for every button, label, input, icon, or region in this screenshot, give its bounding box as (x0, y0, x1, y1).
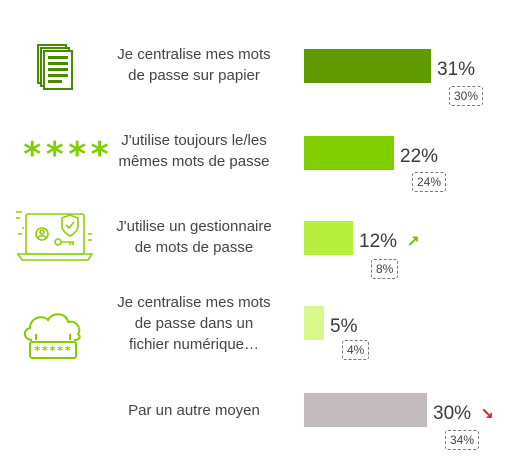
value-text: 22% (400, 146, 439, 167)
category-label: J'utilise toujours le/les mêmes mots de … (96, 130, 292, 172)
password-asterisks-icon: **** (12, 135, 112, 175)
label-line: fichier numérique… (128, 336, 260, 353)
bar (304, 393, 427, 427)
document-stack-icon (12, 42, 94, 96)
previous-value-text: 34% (450, 433, 475, 447)
previous-value-text: 8% (376, 262, 394, 276)
label-line: mêmes mots de passe (118, 153, 270, 170)
bar (304, 136, 394, 170)
previous-value-badge: 34% (445, 430, 480, 450)
value-label: 12% ↗ (359, 231, 420, 254)
label-line: Je centralise mes mots (117, 46, 271, 63)
label-line: Par un autre moyen (128, 402, 260, 419)
value-label: 5% (330, 316, 357, 338)
bar (304, 221, 353, 255)
label-line: J'utilise toujours le/les (121, 132, 267, 149)
label-line: de passe sur papier (128, 67, 260, 84)
category-label: Je centralise mes mots de passe sur papi… (96, 44, 292, 86)
label-line: de passe dans un (134, 315, 254, 332)
trend-up-icon: ↗ (406, 234, 420, 251)
asterisks-text: **** (22, 135, 112, 175)
value-text: 12% (359, 231, 398, 252)
label-line: J'utilise un gestionnaire (116, 218, 272, 235)
laptop-security-icon (12, 204, 94, 270)
bar (304, 49, 431, 83)
value-label: 31% (437, 59, 475, 81)
value-label: 30% ↘ (433, 403, 494, 426)
label-line: Je centralise mes mots (117, 294, 271, 311)
cloud-box-text: ***** (33, 344, 73, 357)
value-text: 5% (330, 316, 358, 337)
previous-value-badge: 4% (342, 340, 370, 360)
cloud-password-icon: ***** (12, 302, 94, 362)
label-line: de mots de passe (134, 239, 254, 256)
value-label: 22% (400, 146, 438, 168)
previous-value-text: 24% (417, 175, 442, 189)
category-label: Par un autre moyen (96, 400, 292, 421)
bar (304, 306, 324, 340)
previous-value-badge: 24% (412, 172, 447, 192)
previous-value-badge: 8% (371, 259, 399, 279)
previous-value-text: 4% (347, 343, 365, 357)
previous-value-badge: 30% (449, 86, 484, 106)
category-label: J'utilise un gestionnaire de mots de pas… (96, 216, 292, 258)
category-label: Je centralise mes mots de passe dans un … (96, 292, 292, 355)
value-text: 30% (433, 403, 472, 424)
previous-value-text: 30% (454, 89, 479, 103)
value-text: 31% (437, 59, 476, 80)
trend-down-icon: ↘ (480, 406, 494, 423)
